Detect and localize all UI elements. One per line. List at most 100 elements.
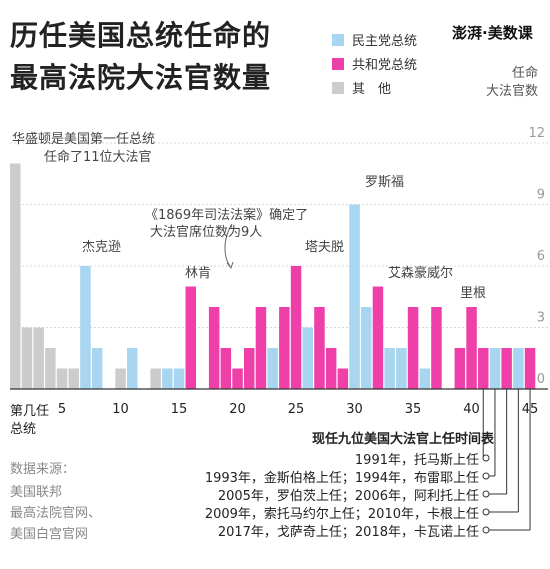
timeline-title: 现任九位美国大法官上任时间表 bbox=[311, 432, 494, 447]
label-fdr: 罗斯福 bbox=[365, 175, 405, 190]
bar bbox=[173, 368, 185, 389]
x-tick-label: 10 bbox=[112, 402, 129, 417]
label-eisenhower: 艾森豪威尔 bbox=[388, 266, 454, 281]
legend-swatch-other bbox=[332, 82, 344, 94]
label-taft: 塔夫脱 bbox=[305, 240, 345, 255]
bar bbox=[10, 163, 21, 389]
x-tick-label: 20 bbox=[229, 402, 246, 417]
bar bbox=[337, 368, 349, 389]
bar bbox=[478, 348, 489, 389]
note-washington-1: 华盛顿是美国第一任总统 bbox=[12, 132, 156, 147]
legend-other: 其 他 bbox=[332, 78, 391, 97]
y-tick-label: 9 bbox=[537, 188, 545, 203]
timeline-marker bbox=[482, 508, 490, 516]
bar bbox=[115, 368, 126, 389]
legend-label-democrat: 民主党总统 bbox=[352, 34, 418, 49]
bars bbox=[10, 163, 536, 389]
label-jackson: 杰克逊 bbox=[82, 240, 122, 255]
axes: 5 10 15 20 25 30 35 40 45 bbox=[10, 388, 548, 417]
brand-logo: 澎湃·美数课 bbox=[452, 24, 533, 42]
legend-republican: 共和党总统 bbox=[332, 54, 417, 73]
x-tick-label: 30 bbox=[346, 402, 363, 417]
y-tick-label: 12 bbox=[528, 126, 545, 141]
timeline-leaders bbox=[482, 389, 531, 534]
bar bbox=[21, 327, 33, 389]
y-tick-label: 3 bbox=[537, 311, 545, 326]
legend-swatch-democrat bbox=[332, 34, 344, 46]
bar bbox=[56, 368, 68, 389]
chart-title-line2: 最高法院大法官数量 bbox=[10, 61, 272, 94]
bar bbox=[314, 307, 325, 389]
source-line3: 最高法院官网、 bbox=[10, 506, 102, 521]
x-tick-label: 25 bbox=[288, 402, 305, 417]
timeline-row: 1993年，金斯伯格上任；1994年，布雷耶上任 bbox=[204, 471, 479, 486]
x-axis-title-line1: 第几任 bbox=[10, 404, 50, 419]
note-1869-act-2: 大法官席位数为9人 bbox=[150, 225, 263, 240]
source-line1: 数据来源： bbox=[10, 462, 76, 477]
bar bbox=[407, 307, 419, 389]
bar bbox=[208, 307, 220, 389]
chart-title-line1: 历任美国总统任命的 bbox=[10, 19, 272, 52]
bar bbox=[232, 368, 243, 389]
legend-swatch-republican bbox=[332, 58, 344, 70]
timeline-row: 1991年，托马斯上任 bbox=[354, 453, 479, 468]
bar bbox=[419, 368, 430, 389]
bar bbox=[220, 348, 232, 389]
y-tick-label: 6 bbox=[537, 249, 545, 264]
y-tick-label: 0 bbox=[537, 372, 545, 387]
bar bbox=[255, 307, 267, 389]
bar bbox=[185, 286, 196, 389]
bar bbox=[431, 307, 442, 389]
timeline-marker bbox=[482, 472, 490, 480]
legend-label-republican: 共和党总统 bbox=[352, 58, 418, 73]
label-lincoln: 林肯 bbox=[185, 266, 212, 281]
bar bbox=[244, 348, 255, 389]
bar bbox=[372, 286, 384, 389]
y-axis-title-line2: 大法官数 bbox=[485, 84, 538, 99]
bar bbox=[80, 266, 91, 389]
legend-democrat: 民主党总统 bbox=[332, 30, 417, 49]
source-line2: 美国联邦 bbox=[10, 485, 63, 500]
bar bbox=[524, 348, 536, 389]
bar bbox=[489, 348, 501, 389]
bar bbox=[91, 348, 103, 389]
gridlines: 0 3 6 9 12 bbox=[10, 126, 548, 387]
bar bbox=[302, 327, 313, 389]
bar bbox=[45, 348, 56, 389]
timeline-row: 2009年，索托马约尔上任；2010年，卡根上任 bbox=[204, 507, 479, 522]
timeline-marker bbox=[482, 526, 490, 534]
bar bbox=[33, 327, 44, 389]
bar bbox=[501, 348, 512, 389]
bar bbox=[466, 307, 477, 389]
y-axis-title-line1: 任命 bbox=[511, 66, 538, 81]
source-line4: 美国白宫官网 bbox=[10, 527, 89, 542]
bar bbox=[361, 307, 372, 389]
bar bbox=[162, 368, 173, 389]
legend-label-other: 其 他 bbox=[352, 82, 392, 97]
x-tick-label: 5 bbox=[58, 402, 66, 417]
bar bbox=[384, 348, 395, 389]
x-tick-label: 35 bbox=[405, 402, 422, 417]
bar bbox=[150, 368, 161, 389]
bar bbox=[267, 348, 278, 389]
bar bbox=[349, 204, 360, 389]
bar bbox=[127, 348, 138, 389]
annotation-arrow bbox=[224, 223, 233, 267]
bar bbox=[513, 348, 524, 389]
annotation-arrowhead bbox=[226, 261, 234, 270]
timeline-marker bbox=[482, 454, 490, 462]
bar bbox=[396, 348, 407, 389]
timeline-row: 2005年，罗伯茨上任；2006年，阿利托上任 bbox=[217, 489, 479, 504]
bar bbox=[68, 368, 79, 389]
timeline-marker bbox=[482, 490, 490, 498]
note-washington-2: 任命了11位大法官 bbox=[44, 150, 152, 165]
note-1869-act-1: 《1869年司法法案》确定了 bbox=[145, 208, 309, 223]
bar bbox=[279, 307, 290, 389]
x-axis-title-line2: 总统 bbox=[10, 422, 37, 437]
bar bbox=[290, 266, 302, 389]
label-reagan: 里根 bbox=[460, 286, 487, 301]
bar bbox=[454, 348, 466, 389]
timeline-row: 2017年，戈萨奇上任；2018年，卡瓦诺上任 bbox=[217, 525, 479, 540]
